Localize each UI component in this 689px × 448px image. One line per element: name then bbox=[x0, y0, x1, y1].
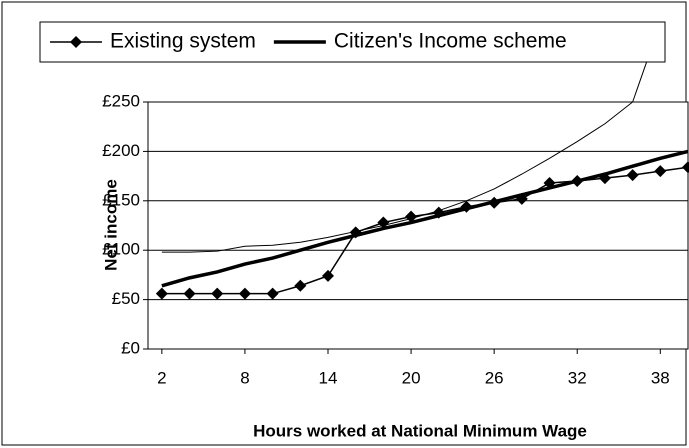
y-tick-label: £200 bbox=[102, 141, 140, 160]
x-tick-label: 38 bbox=[651, 368, 670, 387]
point-marker bbox=[294, 279, 307, 292]
y-tick-label: £0 bbox=[121, 338, 140, 357]
series-line bbox=[161, 22, 661, 253]
y-tick-label: £250 bbox=[102, 91, 140, 110]
x-axis-title: Hours worked at National Minimum Wage bbox=[253, 421, 587, 440]
x-tick-label: 20 bbox=[402, 368, 421, 387]
y-tick-label: £100 bbox=[102, 240, 140, 259]
series-group bbox=[155, 22, 689, 300]
point-marker bbox=[654, 165, 667, 178]
y-tick-label: £50 bbox=[112, 289, 140, 308]
point-marker bbox=[266, 287, 279, 300]
x-tick-label: 8 bbox=[240, 368, 249, 387]
x-tick-label: 26 bbox=[485, 368, 504, 387]
legend-label: Citizen's Income scheme bbox=[334, 30, 567, 53]
legend-marker bbox=[70, 36, 82, 48]
point-marker bbox=[211, 287, 224, 300]
point-marker bbox=[322, 269, 334, 282]
point-marker bbox=[626, 169, 639, 182]
x-tick-label: 32 bbox=[568, 368, 587, 387]
plot-area bbox=[147, 101, 689, 350]
x-tick-label: 2 bbox=[157, 368, 166, 387]
x-tick-label: 14 bbox=[319, 368, 338, 387]
point-marker bbox=[183, 287, 196, 300]
series-line bbox=[161, 149, 689, 288]
point-marker bbox=[238, 287, 251, 300]
point-marker bbox=[155, 287, 168, 300]
y-tick-label: £150 bbox=[102, 190, 140, 209]
point-marker bbox=[682, 161, 689, 174]
point-marker bbox=[377, 216, 390, 229]
legend-label: Existing system bbox=[110, 30, 256, 53]
y-axis-title: Net income bbox=[101, 179, 120, 271]
legend-box bbox=[39, 21, 666, 63]
